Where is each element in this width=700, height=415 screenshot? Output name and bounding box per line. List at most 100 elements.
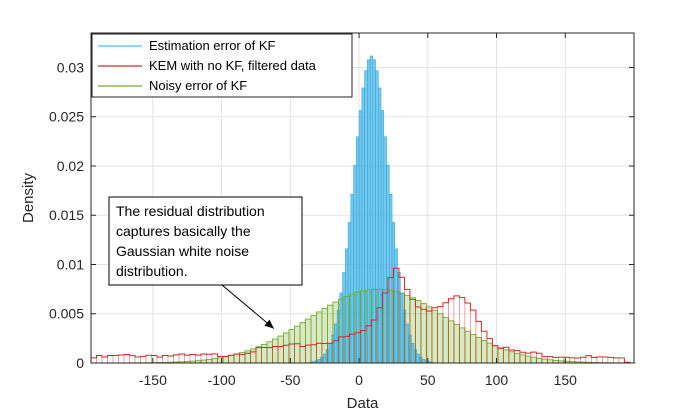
noisy-error-bar: [305, 319, 311, 363]
estimation-error-bar: [317, 359, 321, 364]
estimation-error-bar: [405, 323, 409, 364]
noisy-error-bar: [431, 310, 438, 363]
noisy-error-bar: [244, 350, 251, 363]
noisy-error-bar: [464, 331, 471, 363]
noisy-error-bar: [233, 354, 240, 363]
y-tick-label: 0.01: [57, 256, 84, 272]
annotation-line-1: The residual distribution: [116, 203, 265, 219]
noisy-error-bar: [189, 361, 196, 363]
annotation-line-4: distribution.: [116, 263, 188, 279]
noisy-error-bar: [255, 346, 262, 363]
y-tick-label: 0.025: [49, 109, 84, 125]
kem-filtered-stairs: [90, 267, 634, 364]
noisy-error-bar: [481, 340, 487, 363]
noisy-error-bar: [475, 337, 482, 363]
estimation-error-bar: [334, 323, 338, 364]
noisy-error-bar: [211, 358, 218, 363]
x-tick-label: 50: [420, 372, 436, 388]
x-tick-label: -100: [208, 372, 236, 388]
y-tick-label: 0.03: [57, 59, 84, 75]
x-tick-label: 100: [485, 372, 509, 388]
noisy-error-bar: [552, 360, 559, 363]
estimation-error-bar: [361, 87, 365, 364]
estimation-error-bar: [372, 59, 376, 364]
x-axis-label: Data: [347, 395, 379, 412]
legend-label-noisy-error: Noisy error of KF: [149, 78, 247, 93]
legend: Estimation error of KF KEM with no KF, f…: [91, 33, 353, 98]
estimation-error-bar: [378, 87, 382, 364]
x-tick-label: 0: [355, 372, 363, 388]
estimation-error-bar: [383, 136, 387, 364]
noisy-error-bar: [426, 306, 432, 363]
noisy-error-bar: [261, 344, 267, 363]
noisy-error-bar: [310, 315, 317, 363]
legend-label-kem-filtered: KEM with no KF, filtered data: [149, 58, 317, 73]
estimation-error-bar: [416, 353, 420, 364]
estimation-error-bar: [367, 59, 371, 364]
estimation-error-bar: [422, 359, 426, 364]
noisy-error-bar: [541, 359, 548, 363]
estimation-error-bar: [356, 136, 360, 364]
noisy-error-bar: [508, 351, 515, 363]
noisy-error-bar: [448, 320, 454, 363]
noisy-error-bar: [574, 361, 581, 363]
noisy-error-bar: [195, 360, 201, 363]
noisy-error-bar: [409, 297, 416, 363]
noisy-error-bar: [228, 355, 234, 363]
noisy-error-bar: [558, 360, 564, 363]
x-tick-label: -50: [280, 372, 300, 388]
annotation-arrowhead: [264, 319, 274, 329]
noisy-error-bar: [530, 357, 537, 363]
noisy-error-bar: [569, 361, 575, 363]
estimation-error-bar: [389, 193, 393, 364]
series-kem-filtered: [90, 267, 634, 364]
noisy-error-bar: [200, 360, 207, 363]
estimation-error-bar: [345, 248, 349, 364]
plot-frame: [90, 32, 635, 364]
annotation-line-2: captures basically the: [116, 223, 251, 239]
estimation-error-bar: [328, 343, 332, 364]
y-tick-label: 0.02: [57, 158, 84, 174]
noisy-error-bar: [415, 300, 421, 363]
noisy-error-bar: [283, 332, 289, 363]
annotation-line-3: Gaussian white noise: [116, 243, 249, 259]
noisy-error-bar: [497, 347, 504, 363]
noisy-error-bar: [222, 356, 229, 363]
noisy-error-bar: [525, 356, 531, 363]
annotation-arrow: [221, 284, 275, 329]
noisy-error-bar: [321, 308, 328, 363]
estimation-error-bar: [350, 193, 354, 364]
noisy-error-bar: [327, 305, 333, 363]
estimation-error-bar: [394, 248, 398, 364]
x-tick-label: -150: [139, 372, 167, 388]
noisy-error-bar: [206, 359, 212, 363]
x-tick-label: 150: [554, 372, 578, 388]
noisy-error-bar: [299, 322, 306, 363]
noisy-error-bar: [519, 354, 526, 363]
noisy-error-bar: [178, 361, 185, 363]
noisy-error-bar: [266, 341, 273, 363]
y-axis-label: Density: [20, 172, 37, 223]
noisy-error-bar: [272, 339, 278, 363]
noisy-error-bar: [316, 311, 322, 363]
estimation-error-bar: [411, 343, 415, 364]
y-axis: 0 0.005 0.01 0.015 0.02 0.025 0.03: [49, 59, 634, 371]
y-tick-label: 0: [76, 355, 84, 371]
noisy-error-bar: [277, 336, 284, 363]
estimation-error-bar: [339, 292, 343, 364]
y-tick-label: 0.005: [49, 306, 84, 322]
noisy-error-bar: [217, 357, 223, 363]
estimation-error-bar: [323, 353, 327, 364]
noisy-error-bar: [437, 313, 443, 363]
noisy-error-bar: [453, 324, 460, 363]
noisy-error-bar: [420, 303, 427, 363]
noisy-error-bar: [184, 361, 190, 363]
noisy-error-bar: [503, 349, 509, 363]
x-axis: -150 -100 -50 0 50 100 150: [139, 33, 577, 388]
noisy-error-bar: [563, 361, 570, 363]
estimation-error-bar: [400, 292, 404, 364]
noisy-error-bar: [250, 348, 256, 363]
noisy-error-bar: [239, 352, 245, 363]
noisy-error-bar: [547, 359, 553, 363]
